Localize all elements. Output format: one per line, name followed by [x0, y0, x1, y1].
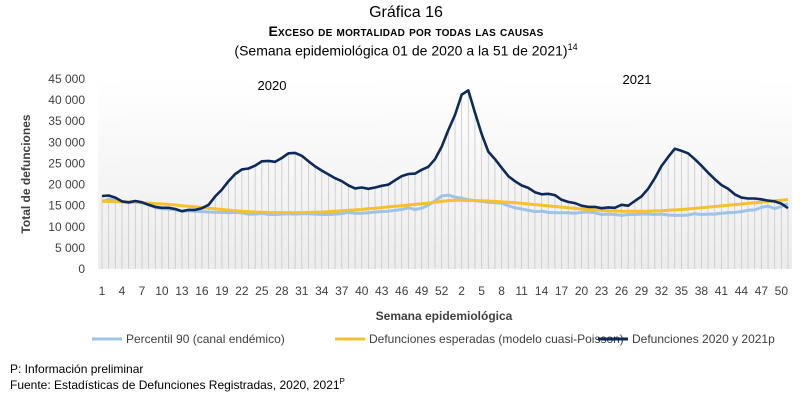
x-tick-label: 25 — [255, 284, 269, 298]
x-tick-label: 13 — [175, 284, 189, 298]
x-tick-label: 1 — [99, 284, 106, 298]
x-tick-label: 32 — [655, 284, 669, 298]
x-tick-label: 8 — [498, 284, 505, 298]
legend-label-percentil-90: Percentil 90 (canal endémico) — [126, 332, 285, 346]
x-tick-label: 23 — [595, 284, 609, 298]
percentil-90-line — [101, 193, 789, 217]
y-tick-label: 0 — [78, 262, 85, 276]
footnote-preliminary: P: Información preliminar — [10, 362, 144, 376]
subtitle-text: (Semana epidemiológica 01 de 2020 a la 5… — [234, 42, 568, 59]
x-tick-label: 35 — [675, 284, 689, 298]
x-tick-label: 16 — [195, 284, 209, 298]
x-tick-label: 19 — [215, 284, 229, 298]
y-tick-label: 45 000 — [48, 72, 85, 86]
x-tick-label: 44 — [735, 284, 749, 298]
x-tick-label: 4 — [119, 284, 126, 298]
x-tick-label: 49 — [415, 284, 429, 298]
x-tick-label: 52 — [435, 284, 449, 298]
y-tick-label: 10 000 — [48, 220, 85, 234]
x-tick-label: 40 — [355, 284, 369, 298]
x-tick-label: 38 — [695, 284, 709, 298]
x-tick-label: 10 — [155, 284, 169, 298]
source-sup: P — [339, 377, 345, 386]
x-tick-label: 5 — [478, 284, 485, 298]
y-tick-label: 15 000 — [48, 199, 85, 213]
x-tick-label: 22 — [235, 284, 249, 298]
x-tick-label: 31 — [295, 284, 309, 298]
plot-background — [98, 79, 792, 269]
series-lines — [101, 89, 789, 217]
chart-title: Exceso de mortalidad por todas las causa… — [268, 23, 544, 39]
legend-label-esperadas: Defunciones esperadas (modelo cuasi-Pois… — [369, 332, 624, 346]
y-tick-label: 40 000 — [48, 93, 85, 107]
y-axis-ticks: 0 5 000 10 000 15 000 20 000 25 000 30 000 35 0… — [48, 72, 85, 276]
source-text: Fuente: Estadísticas de Defunciones Regi… — [10, 378, 340, 392]
y-tick-label: 35 000 — [48, 114, 85, 128]
legend-label-defunciones: Defunciones 2020 y 2021p — [632, 332, 775, 346]
figure-number: Gráfica 16 — [369, 4, 443, 21]
x-axis-ticks: 1 4 7 10 13 16 19 22 25 28 31 34 37 40 43 46 49 52 2 5 8 11 14… — [99, 284, 789, 298]
x-tick-label: 37 — [335, 284, 349, 298]
x-tick-label: 2 — [458, 284, 465, 298]
y-tick-label: 5 000 — [55, 241, 85, 255]
x-tick-label: 20 — [575, 284, 589, 298]
x-axis-label: Semana epidemiológica — [376, 309, 513, 323]
footnote-source: Fuente: Estadísticas de Defunciones Regi… — [10, 377, 345, 392]
x-tick-label: 26 — [615, 284, 629, 298]
x-tick-label: 43 — [375, 284, 389, 298]
deaths-line — [101, 89, 789, 213]
x-tick-label: 28 — [275, 284, 289, 298]
year-label-2020: 2020 — [258, 78, 287, 93]
y-tick-label: 30 000 — [48, 135, 85, 149]
chart-subtitle: (Semana epidemiológica 01 de 2020 a la 5… — [0, 42, 812, 59]
x-tick-label: 50 — [775, 284, 789, 298]
y-tick-label: 25 000 — [48, 156, 85, 170]
subtitle-footnote: 14 — [567, 42, 578, 52]
y-axis-label: Total de defunciones — [19, 114, 33, 233]
legend: Percentil 90 (canal endémico) Defuncione… — [92, 332, 775, 346]
x-tick-label: 34 — [315, 284, 329, 298]
year-label-2021: 2021 — [623, 72, 652, 87]
x-tick-label: 41 — [715, 284, 729, 298]
x-tick-label: 11 — [515, 284, 528, 298]
x-tick-label: 29 — [635, 284, 649, 298]
x-tick-label: 47 — [755, 284, 769, 298]
x-tick-label: 14 — [535, 284, 549, 298]
x-tick-label: 7 — [139, 284, 146, 298]
x-tick-label: 17 — [555, 284, 569, 298]
expected-deaths-line — [102, 198, 789, 215]
y-tick-label: 20 000 — [48, 178, 85, 192]
x-tick-label: 46 — [395, 284, 409, 298]
